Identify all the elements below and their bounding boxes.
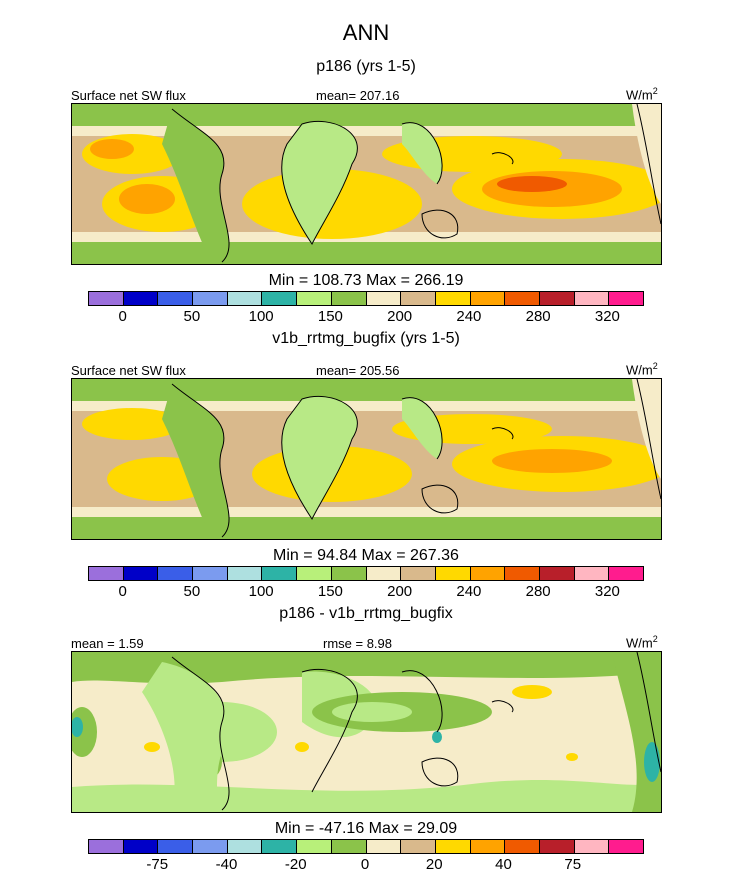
colorbar-swatch	[193, 567, 228, 580]
panel3-mean-label: mean = 1.59	[71, 636, 144, 651]
colorbar-tick-label: -20	[284, 856, 307, 873]
panel1-minmax: Min = 108.73 Max = 266.19	[268, 272, 464, 289]
colorbar-swatch	[158, 567, 194, 580]
colorbar-swatch	[89, 567, 124, 580]
panel2-colorbar-ticks: 0 50 100 150 200 240 280 320	[88, 583, 644, 601]
colorbar-swatch	[505, 840, 540, 853]
colorbar-tick-label: 150	[317, 308, 343, 325]
colorbar-swatch	[193, 840, 228, 853]
panel2-units: W/m2	[626, 361, 658, 378]
colorbar-swatch	[89, 292, 124, 305]
panel3-rmse-label: rmse = 8.98	[323, 636, 393, 651]
panel3-units: W/m2	[626, 634, 658, 651]
colorbar-swatch	[123, 567, 159, 580]
colorbar-swatch	[89, 840, 124, 853]
colorbar-swatch	[609, 840, 643, 853]
colorbar-swatch	[609, 567, 643, 580]
panel1-variable-label: Surface net SW flux	[71, 88, 186, 103]
colorbar-tick-label: 320	[594, 583, 620, 600]
colorbar-swatch	[470, 292, 506, 305]
colorbar-swatch	[435, 840, 471, 853]
panel1-mean-label: mean= 207.16	[316, 88, 400, 103]
colorbar-tick-label: 280	[525, 583, 551, 600]
colorbar-swatch	[331, 567, 367, 580]
colorbar-swatch	[158, 840, 194, 853]
colorbar-tick-label: 75	[564, 856, 582, 873]
colorbar-tick-label: 0	[360, 856, 370, 873]
panel2-subtitle: v1b_rrtmg_bugfix (yrs 1-5)	[272, 330, 460, 347]
colorbar-swatch	[574, 840, 610, 853]
panel1-units: W/m2	[626, 86, 658, 103]
colorbar-tick-label: 280	[525, 308, 551, 325]
panel2-mean-label: mean= 205.56	[316, 363, 400, 378]
colorbar-swatch	[123, 840, 159, 853]
colorbar-swatch	[227, 292, 263, 305]
colorbar-swatch	[297, 840, 332, 853]
colorbar-swatch	[366, 567, 402, 580]
colorbar-tick-label: 40	[495, 856, 512, 873]
colorbar-swatch	[609, 292, 643, 305]
panel3-map	[71, 651, 662, 813]
panel3-subtitle: p186 - v1b_rrtmg_bugfix	[279, 605, 453, 622]
colorbar-tick-label: 240	[456, 583, 482, 600]
panel2-minmax: Min = 94.84 Max = 267.36	[273, 547, 459, 564]
colorbar-swatch	[435, 292, 471, 305]
colorbar-swatch	[401, 292, 436, 305]
figure-title: ANN	[342, 20, 390, 45]
colorbar-swatch	[331, 292, 367, 305]
colorbar-swatch	[123, 292, 159, 305]
colorbar-swatch	[193, 292, 228, 305]
colorbar-swatch	[505, 567, 540, 580]
colorbar-swatch	[435, 567, 471, 580]
colorbar-tick-label: 20	[425, 856, 443, 873]
colorbar-tick-label: 50	[183, 583, 201, 600]
colorbar-swatch	[539, 840, 575, 853]
colorbar-swatch	[262, 292, 298, 305]
colorbar-swatch	[470, 567, 506, 580]
panel1-map	[71, 103, 662, 265]
colorbar-swatch	[539, 292, 575, 305]
colorbar-swatch	[366, 840, 402, 853]
colorbar-swatch	[505, 292, 540, 305]
colorbar-tick-label: 0	[118, 308, 127, 325]
colorbar-tick-label: 200	[387, 308, 413, 325]
panel2-colorbar	[88, 566, 644, 581]
colorbar-tick-label: 100	[248, 583, 274, 600]
colorbar-tick-label: 100	[248, 308, 274, 325]
colorbar-tick-label: 240	[456, 308, 482, 325]
colorbar-swatch	[574, 292, 610, 305]
colorbar-swatch	[262, 840, 298, 853]
colorbar-swatch	[297, 292, 332, 305]
colorbar-swatch	[227, 840, 263, 853]
panel1-colorbar	[88, 291, 644, 306]
colorbar-tick-label: -75	[146, 856, 169, 873]
panel1-subtitle: p186 (yrs 1-5)	[316, 58, 416, 75]
colorbar-swatch	[574, 567, 610, 580]
colorbar-swatch	[297, 567, 332, 580]
colorbar-tick-label: 200	[387, 583, 413, 600]
colorbar-swatch	[470, 840, 506, 853]
colorbar-swatch	[366, 292, 402, 305]
panel2-map	[71, 378, 662, 540]
colorbar-swatch	[331, 840, 367, 853]
colorbar-swatch	[227, 567, 263, 580]
colorbar-tick-label: 150	[317, 583, 343, 600]
colorbar-tick-label: 0	[118, 583, 127, 600]
colorbar-swatch	[401, 567, 436, 580]
colorbar-tick-label: 50	[183, 308, 201, 325]
colorbar-swatch	[539, 567, 575, 580]
panel3-colorbar	[88, 839, 644, 854]
panel3-minmax: Min = -47.16 Max = 29.09	[274, 820, 458, 837]
panel2-variable-label: Surface net SW flux	[71, 363, 186, 378]
colorbar-swatch	[262, 567, 298, 580]
panel1-colorbar-ticks: 0 50 100 150 200 240 280 320	[88, 308, 644, 326]
panel3-colorbar-ticks: -75 -40 -20 0 20 40 75	[88, 856, 644, 874]
colorbar-swatch	[401, 840, 436, 853]
colorbar-tick-label: 320	[594, 308, 620, 325]
colorbar-tick-label: -40	[215, 856, 238, 873]
colorbar-swatch	[158, 292, 194, 305]
